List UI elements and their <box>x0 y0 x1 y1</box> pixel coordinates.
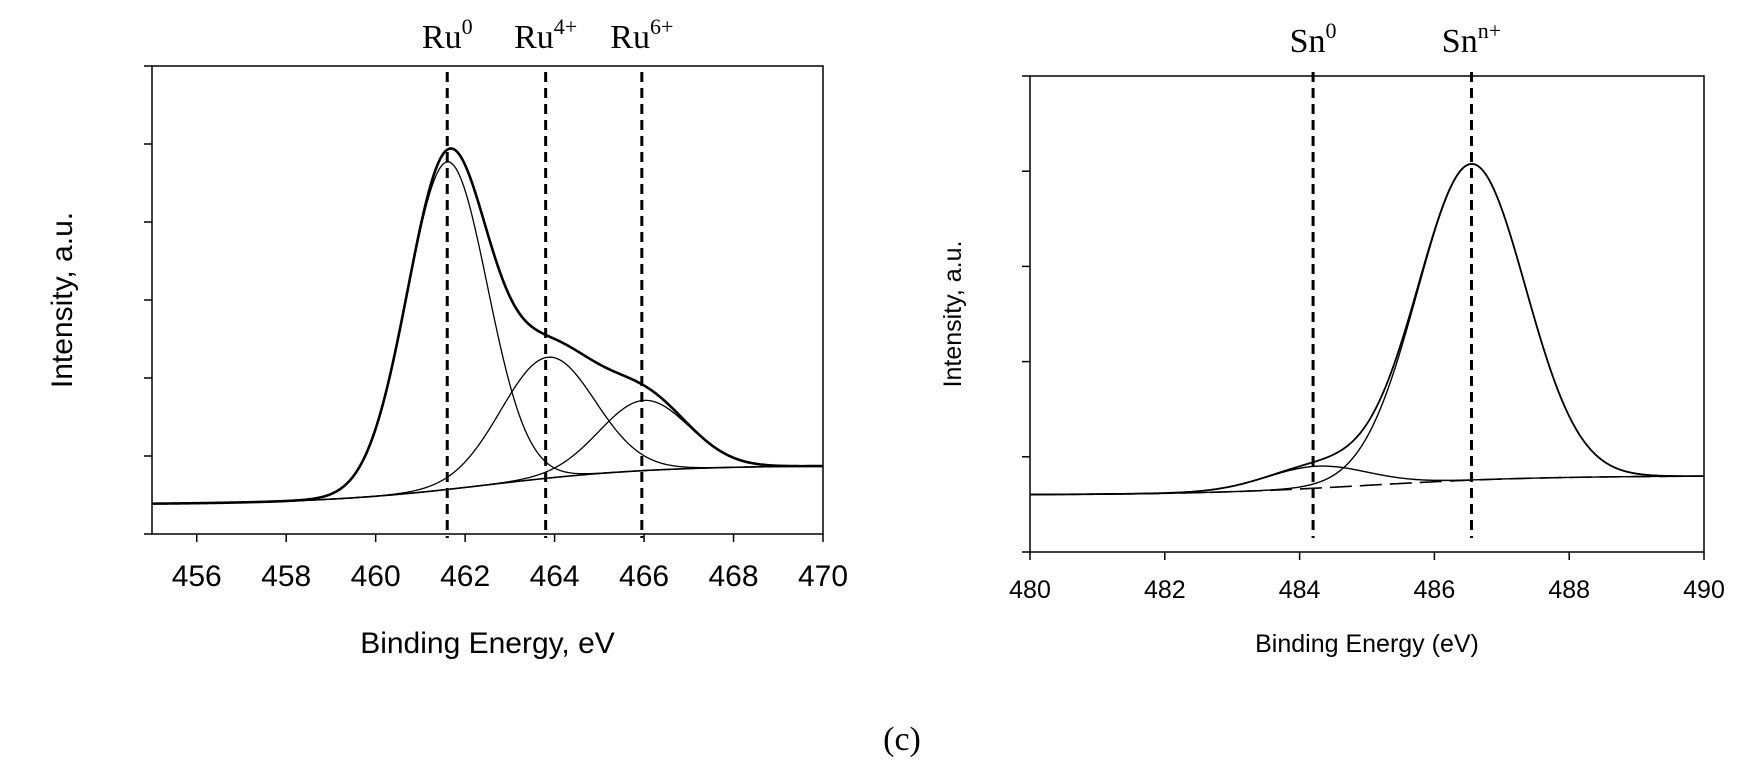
x-tick-label: 462 <box>440 560 490 593</box>
marker-label-1: Sn0 <box>1290 18 1337 60</box>
x-tick-label: 460 <box>351 560 401 593</box>
x-axis-title: Binding Energy (eV) <box>1255 630 1479 658</box>
ru-3d-spectrum-chart: 456 458 460 462 464 466 468 470 Binding Energy, … <box>46 14 848 660</box>
background-baseline <box>1029 475 1705 496</box>
marker-label-2: Snn+ <box>1442 18 1501 60</box>
x-tick-label: 488 <box>1548 576 1590 604</box>
x-tick-label: 486 <box>1414 576 1456 604</box>
fitted-envelope <box>1029 162 1705 496</box>
x-tick-label: 456 <box>172 560 222 593</box>
x-tick-label: 464 <box>530 560 580 593</box>
x-tick-label: 480 <box>1009 576 1051 604</box>
x-tick-label: 468 <box>709 560 759 593</box>
component-peak-1 <box>1029 465 1705 496</box>
y-axis-title: Intensity, a.u. <box>46 212 79 388</box>
x-axis-title: Binding Energy, eV <box>360 627 615 660</box>
component-peak-2 <box>1029 163 1705 496</box>
plot-area <box>1029 75 1705 553</box>
marker-label-1: Ru0 <box>422 14 473 56</box>
x-tick-label: 482 <box>1144 576 1186 604</box>
x-tick-label: 484 <box>1279 576 1321 604</box>
x-tick-label: 458 <box>261 560 311 593</box>
marker-label-3: Ru6+ <box>610 14 673 56</box>
component-peak-2 <box>151 356 824 505</box>
x-tick-label: 490 <box>1683 576 1725 604</box>
sn-3d-spectrum-chart: 480 482 484 486 488 490 Binding Energy (eV) Int… <box>939 18 1725 658</box>
y-axis-title: Intensity, a.u. <box>939 241 967 388</box>
plot-area <box>151 65 824 535</box>
x-tick-label: 466 <box>619 560 669 593</box>
x-tick-label: 470 <box>798 560 848 593</box>
marker-label-2: Ru4+ <box>514 14 577 56</box>
figure-caption: (c) <box>883 721 921 758</box>
fitted-envelope <box>151 147 824 505</box>
